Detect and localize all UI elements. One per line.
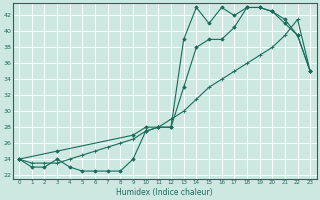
X-axis label: Humidex (Indice chaleur): Humidex (Indice chaleur) xyxy=(116,188,213,197)
